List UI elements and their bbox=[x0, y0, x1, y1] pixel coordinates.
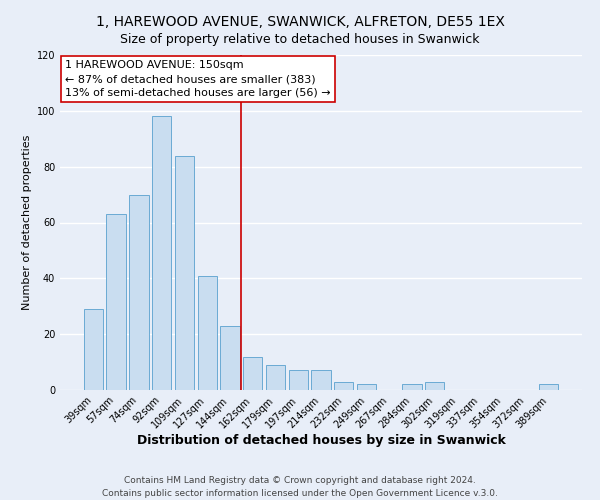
Bar bbox=[539, 384, 558, 390]
Bar bbox=[152, 116, 172, 390]
Text: 1, HAREWOOD AVENUE, SWANWICK, ALFRETON, DE55 1EX: 1, HAREWOOD AVENUE, SWANWICK, ALFRETON, … bbox=[95, 15, 505, 29]
Text: 1 HAREWOOD AVENUE: 150sqm
← 87% of detached houses are smaller (383)
13% of semi: 1 HAREWOOD AVENUE: 150sqm ← 87% of detac… bbox=[65, 60, 331, 98]
Bar bbox=[175, 156, 194, 390]
Bar bbox=[84, 309, 103, 390]
Bar bbox=[106, 214, 126, 390]
Bar bbox=[403, 384, 422, 390]
Text: Size of property relative to detached houses in Swanwick: Size of property relative to detached ho… bbox=[120, 32, 480, 46]
Bar bbox=[220, 326, 239, 390]
Bar bbox=[311, 370, 331, 390]
Text: Contains HM Land Registry data © Crown copyright and database right 2024.
Contai: Contains HM Land Registry data © Crown c… bbox=[102, 476, 498, 498]
Bar bbox=[289, 370, 308, 390]
Bar bbox=[197, 276, 217, 390]
Bar bbox=[266, 365, 285, 390]
Bar bbox=[357, 384, 376, 390]
Y-axis label: Number of detached properties: Number of detached properties bbox=[22, 135, 32, 310]
Bar bbox=[425, 382, 445, 390]
Bar bbox=[334, 382, 353, 390]
X-axis label: Distribution of detached houses by size in Swanwick: Distribution of detached houses by size … bbox=[137, 434, 505, 447]
Bar bbox=[129, 194, 149, 390]
Bar bbox=[243, 356, 262, 390]
